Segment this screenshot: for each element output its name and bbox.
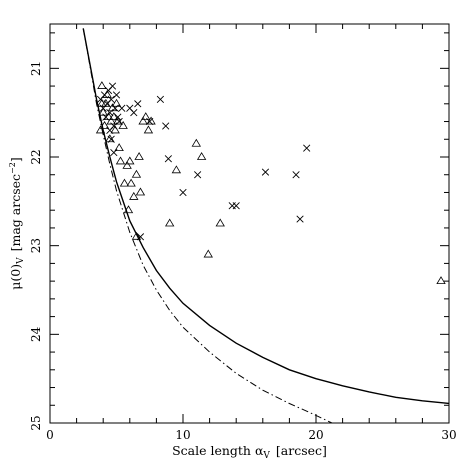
plot-frame xyxy=(49,23,450,424)
y-tick-label: 24 xyxy=(29,326,43,342)
triangle-marker xyxy=(141,112,151,121)
axis-ticks xyxy=(49,24,450,424)
triangle-marker xyxy=(110,125,120,134)
cross-marker xyxy=(134,100,142,108)
triangle-marker xyxy=(101,98,111,107)
cross-marker xyxy=(164,155,172,163)
triangle-marker xyxy=(215,218,225,227)
triangle-marker xyxy=(135,187,146,196)
y-tick-label: 25 xyxy=(29,415,43,430)
triangle-marker xyxy=(126,178,136,187)
y-axis-label-sup: −2 xyxy=(8,162,17,174)
model-curves xyxy=(82,28,449,423)
y-tick-label: 23 xyxy=(29,238,43,253)
triangle-marker xyxy=(106,116,116,125)
triangle-marker xyxy=(171,165,182,174)
triangle-marker xyxy=(196,152,207,160)
triangle-marker xyxy=(191,138,201,147)
cross-marker xyxy=(194,171,202,179)
triangle-marker xyxy=(98,107,108,116)
triangle-marker xyxy=(129,191,139,200)
cross-marker xyxy=(108,82,117,90)
triangle-marker xyxy=(111,98,122,107)
x-axis-label-unit: [arcsec] xyxy=(276,443,327,458)
y-axis-label: μ(0)V [mag arcsec−2] xyxy=(8,157,26,289)
x-tick-label: 30 xyxy=(441,428,456,442)
cross-marker xyxy=(179,188,187,197)
cross-marker xyxy=(303,144,311,152)
model-curve-dashdot xyxy=(82,28,333,423)
model-curve-solid xyxy=(82,28,449,405)
cross-marker xyxy=(292,171,300,179)
x-axis-label-main: Scale length α xyxy=(172,443,264,458)
triangle-marker xyxy=(203,249,213,258)
triangle-marker xyxy=(105,134,115,143)
triangle-marker xyxy=(114,143,124,152)
x-axis-label-sub: V xyxy=(262,451,270,461)
triangle-marker xyxy=(436,276,446,285)
x-tick-label: 20 xyxy=(308,428,323,442)
triangle-marker xyxy=(122,160,132,169)
data-points xyxy=(95,81,446,285)
cross-marker xyxy=(162,122,170,130)
triangle-marker xyxy=(118,120,128,129)
x-axis-label: Scale length αV [arcsec] xyxy=(172,443,327,461)
y-tick-label: 21 xyxy=(29,61,43,76)
triangle-marker xyxy=(109,112,119,121)
triangle-marker xyxy=(125,156,135,165)
y-axis-label-unit: [mag arcsec xyxy=(8,174,23,251)
tick-labels: 0 10 20 30 21 22 23 24 25 xyxy=(29,61,457,442)
triangle-marker xyxy=(143,125,154,134)
triangle-marker xyxy=(131,231,142,240)
triangle-marker xyxy=(131,169,142,178)
x-tick-label: 10 xyxy=(175,428,190,442)
triangle-marker xyxy=(146,116,156,125)
cross-marker xyxy=(296,215,304,223)
y-axis-label-sub: V xyxy=(16,257,26,265)
triangle-marker xyxy=(123,205,134,214)
triangle-marker xyxy=(102,89,112,98)
triangle-marker xyxy=(115,156,126,165)
cross-marker xyxy=(112,91,121,99)
cross-marker xyxy=(156,95,165,103)
triangle-marker xyxy=(107,103,118,112)
triangle-marker xyxy=(103,112,114,121)
triangle-marker xyxy=(113,116,123,125)
triangle-marker xyxy=(138,116,148,125)
triangle-marker xyxy=(165,218,175,227)
triangle-marker xyxy=(95,125,106,134)
y-axis-label-main: μ(0) xyxy=(8,264,23,290)
y-tick-label: 22 xyxy=(29,149,43,164)
triangle-marker xyxy=(134,152,144,160)
cross-marker xyxy=(232,202,240,210)
triangle-marker xyxy=(97,81,107,89)
y-axis-label-close: ] xyxy=(8,157,23,162)
triangle-marker xyxy=(99,120,110,129)
x-tick-label: 0 xyxy=(46,428,54,442)
cross-marker xyxy=(261,168,270,176)
cross-marker xyxy=(130,109,138,117)
triangle-marker xyxy=(119,178,130,187)
